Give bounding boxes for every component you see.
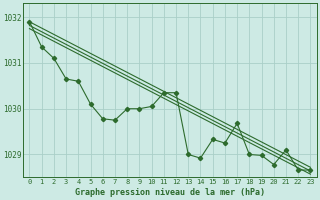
X-axis label: Graphe pression niveau de la mer (hPa): Graphe pression niveau de la mer (hPa) xyxy=(75,188,265,197)
